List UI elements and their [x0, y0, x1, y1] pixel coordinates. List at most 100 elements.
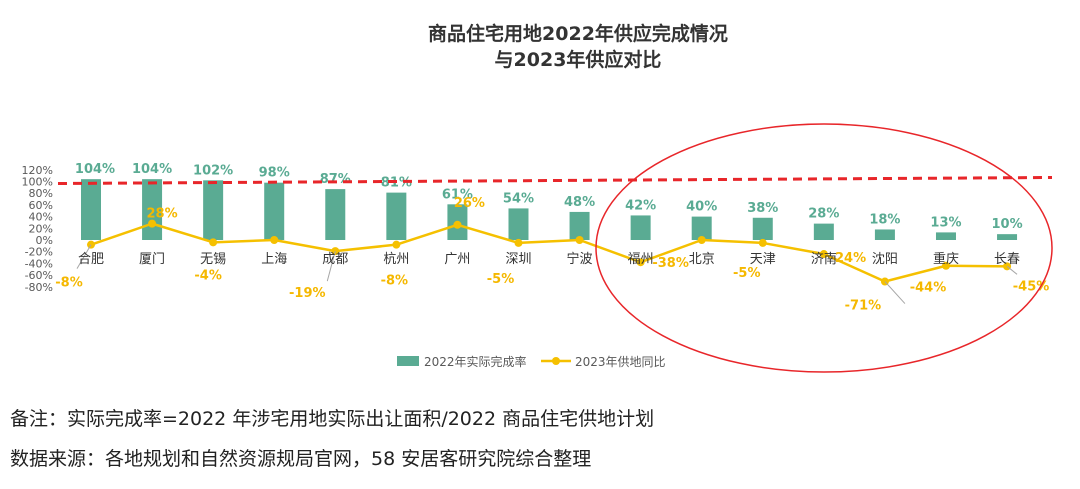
y-tick-label: -80%: [25, 281, 53, 294]
bar-data-label: 48%: [564, 195, 595, 210]
reference-line-group: [57, 176, 1053, 185]
y-tick-label: 60%: [29, 199, 53, 212]
bar-series: 104% 104% 102% 98% 87% 81% 61% 54% 48% 42% 40% 38% 2…: [75, 162, 1023, 240]
category-label: 合肥: [78, 252, 104, 267]
bar-data-label: 42%: [625, 198, 656, 213]
bar-data-label: 61%: [442, 187, 473, 202]
bar-data-label: 87%: [320, 172, 351, 187]
bar: [874, 229, 895, 240]
line-point: [209, 238, 218, 247]
bar: [508, 208, 529, 240]
bar: [997, 234, 1018, 240]
line-point: [819, 250, 828, 259]
line-data-label: -4%: [194, 268, 221, 283]
bar-data-label: 13%: [930, 215, 961, 230]
category-label: 深圳: [505, 252, 531, 267]
y-tick-label: 0%: [36, 234, 53, 247]
bar: [569, 211, 590, 240]
line-data-label: -5%: [733, 266, 760, 281]
legend-line-marker: [552, 357, 560, 365]
category-label: 无锡: [200, 252, 226, 267]
bar: [325, 189, 346, 240]
bar: [203, 180, 224, 240]
line-data-label: -5%: [487, 272, 514, 287]
category-label: 天津: [750, 252, 776, 267]
line-data-label: -38%: [652, 256, 689, 271]
y-tick-label: 20%: [29, 222, 53, 235]
line-point: [514, 238, 523, 247]
highlight-ellipse-group: [595, 123, 1053, 373]
bar: [752, 217, 773, 240]
category-label: 沈阳: [872, 252, 898, 267]
category-label: 重庆: [933, 251, 959, 267]
bar: [386, 192, 407, 240]
bar: [81, 179, 101, 240]
category-label: 厦门: [139, 252, 165, 267]
category-label: 成都: [322, 252, 348, 267]
line-data-label: 28%: [147, 207, 178, 222]
category-label: 长春: [994, 252, 1020, 267]
bar: [813, 223, 834, 240]
line-data-label: -24%: [830, 251, 867, 266]
bar-data-label: 38%: [747, 201, 778, 216]
y-axis: 120%100%80%60%40%20%0%-20%-40%-60%-80%: [22, 164, 53, 294]
bar-data-label: 28%: [808, 207, 839, 222]
y-tick-label: -40%: [25, 257, 53, 270]
remark-note: 备注：实际完成率=2022 年涉宅用地实际出让面积/2022 商品住宅供地计划: [10, 408, 655, 430]
category-labels: 合肥 厦门 无锡 上海 成都 杭州 广州 深圳 宁波 福州 北京 天津 济南 沈阳 重庆 长春: [78, 251, 1020, 267]
y-tick-label: 80%: [29, 187, 53, 200]
line-point: [453, 220, 462, 229]
line-point: [941, 261, 950, 270]
highlight-ellipse: [595, 123, 1053, 373]
line-data-label: -71%: [845, 299, 882, 314]
line-point: [636, 258, 645, 267]
line-data-label: -19%: [289, 286, 326, 301]
bar-data-label: 104%: [75, 162, 115, 177]
line-point: [392, 240, 401, 249]
bar-data-label: 40%: [686, 200, 717, 215]
chart-title-line1: 商品住宅用地2022年供应完成情况: [428, 22, 728, 45]
bar-data-label: 10%: [991, 217, 1022, 232]
line-point: [758, 238, 767, 247]
leader-line: [326, 250, 336, 282]
bar: [691, 216, 712, 240]
bar-data-label: 81%: [381, 176, 412, 191]
bar-data-label: 18%: [869, 212, 900, 227]
line-series: -8% 28% -4% -19% -8% 26% -5% -38% -5% -24% -71% -44…: [55, 196, 1049, 314]
bar-data-label: 104%: [132, 162, 172, 177]
category-label: 济南: [811, 251, 837, 267]
bar-data-label: 54%: [503, 191, 534, 206]
y-tick-label: 120%: [22, 164, 53, 177]
bar-data-label: 98%: [259, 166, 290, 181]
legend-bar-label: 2022年实际完成率: [424, 354, 527, 369]
line-point: [148, 219, 157, 228]
line-point: [575, 236, 584, 244]
bar-data-label: 102%: [193, 163, 233, 178]
category-label: 杭州: [383, 252, 409, 267]
line-point: [270, 236, 279, 244]
y-tick-label: -20%: [25, 246, 53, 259]
legend: 2022年实际完成率 2023年供地同比: [397, 354, 666, 369]
category-label: 宁波: [567, 251, 593, 267]
category-label: 广州: [444, 252, 470, 267]
y-tick-label: -60%: [25, 269, 53, 282]
line-data-label: -8%: [381, 274, 408, 289]
line-data-label: -44%: [910, 281, 947, 296]
bar: [264, 182, 285, 240]
category-label: 上海: [261, 252, 287, 267]
line-data-label: -8%: [55, 276, 82, 291]
leader-line: [884, 281, 906, 304]
leader-line: [76, 244, 92, 269]
chart: 商品住宅用地2022年供应完成情况 与2023年供应对比 120%100%80%…: [22, 22, 1053, 373]
chart-title-line2: 与2023年供应对比: [495, 48, 662, 71]
line-data-label: 26%: [454, 196, 485, 211]
legend-line-label: 2023年供地同比: [575, 355, 666, 369]
line-path: [90, 222, 1008, 283]
reference-line-100: [57, 176, 1053, 185]
category-label: 福州: [628, 252, 654, 267]
legend-bar-swatch: [397, 356, 419, 366]
y-tick-label: 40%: [29, 211, 53, 224]
line-point: [697, 236, 706, 244]
leader-line: [1006, 265, 1018, 275]
y-tick-label: 100%: [22, 176, 53, 189]
